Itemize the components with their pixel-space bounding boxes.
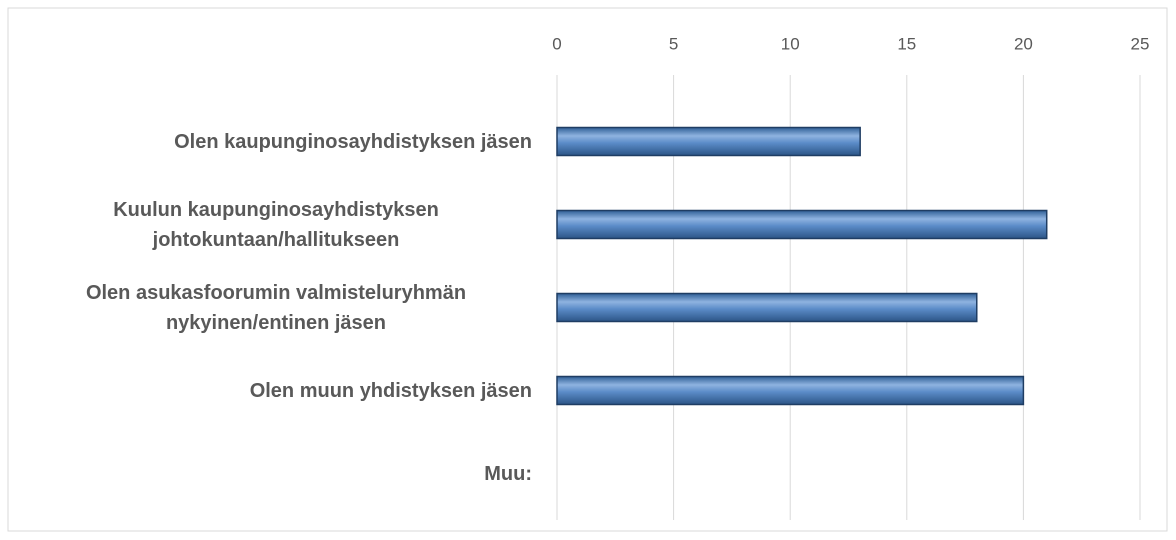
y-tick-label: Muu:	[484, 462, 532, 485]
bar	[556, 209, 1048, 240]
y-tick-label: Olen kaupunginosayhdistyksen jäsen	[174, 130, 532, 153]
y-tick-label: Kuulun kaupunginosayhdistyksen johtokunt…	[113, 198, 439, 251]
bar	[556, 375, 1025, 406]
y-tick-label: Olen asukasfoorumin valmisteluryhmän nyk…	[85, 281, 467, 334]
category-label-box: Muu:	[10, 459, 532, 489]
category-label-box: Olen muun yhdistyksen jäsen	[10, 376, 532, 406]
x-tick-label: 25	[1131, 34, 1150, 53]
category-label-box: Olen asukasfoorumin valmisteluryhmän nyk…	[10, 278, 532, 338]
bar	[556, 292, 978, 323]
category-label-box: Olen kaupunginosayhdistyksen jäsen	[10, 127, 532, 157]
x-tick-label: 10	[781, 34, 800, 53]
x-tick-label: 20	[1014, 34, 1033, 53]
x-tick-label: 0	[552, 34, 561, 53]
category-label-box: Kuulun kaupunginosayhdistyksen johtokunt…	[10, 195, 532, 255]
y-tick-label: Olen muun yhdistyksen jäsen	[249, 379, 532, 402]
bar	[556, 126, 861, 157]
x-tick-label: 5	[669, 34, 678, 53]
chart-frame	[7, 7, 1168, 532]
x-tick-label: 15	[897, 34, 916, 53]
